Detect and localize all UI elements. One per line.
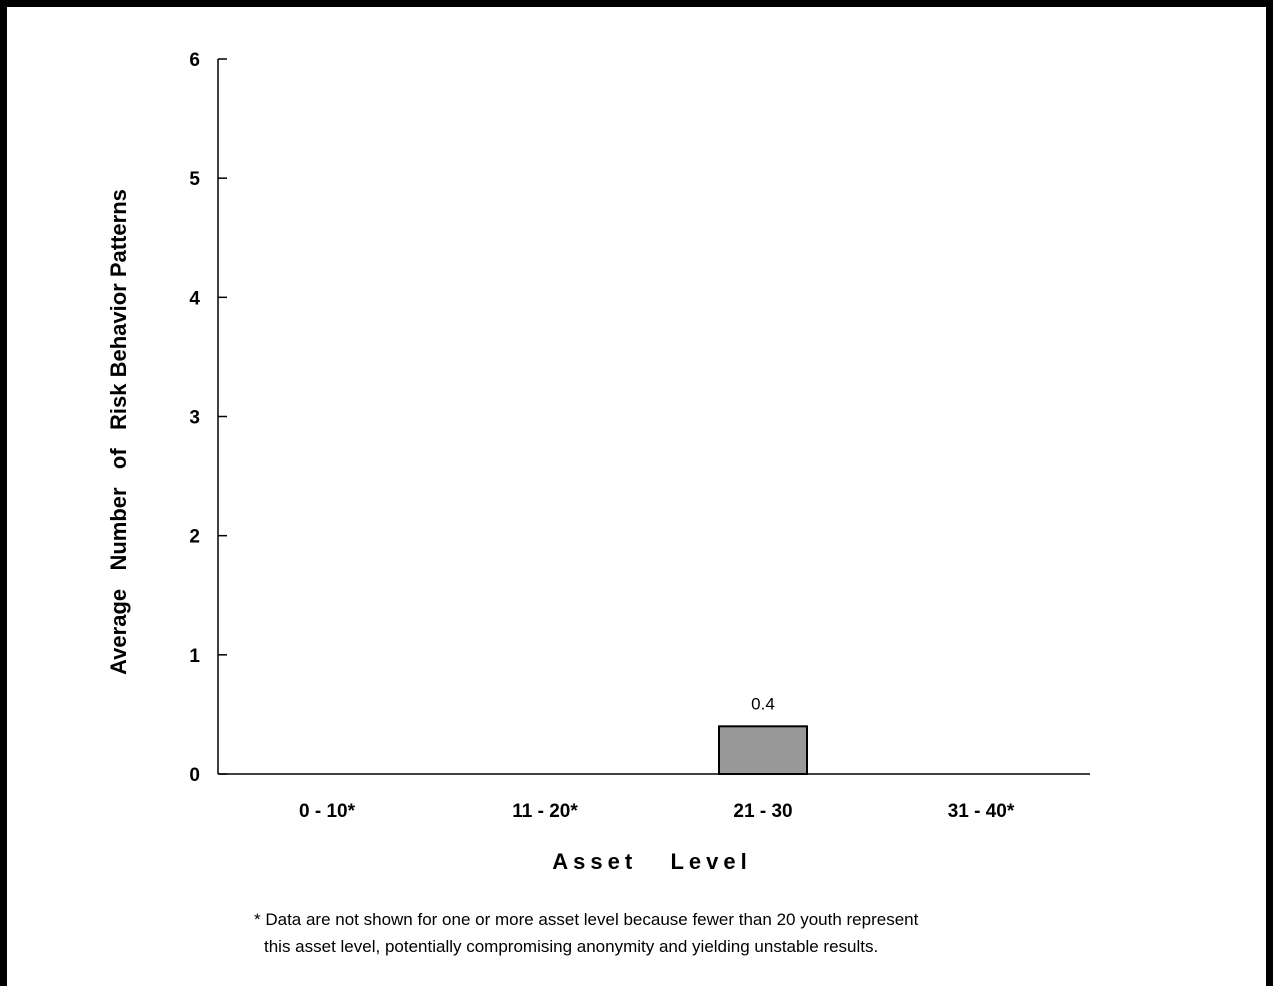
y-ticks: 0 1 2 3 4 5 6	[189, 50, 227, 786]
footnote: * Data are not shown for one or more ass…	[254, 906, 918, 960]
chart-axes	[217, 59, 1090, 775]
category-label: 0 - 10*	[299, 801, 356, 822]
category-labels: 0 - 10* 11 - 20* 21 - 30 31 - 40*	[299, 801, 1015, 822]
y-tick-label: 6	[189, 50, 200, 71]
y-tick-label: 4	[189, 288, 200, 309]
bar-data-label: 0.4	[751, 694, 775, 713]
bars: 0.4	[718, 694, 808, 775]
y-tick-label: 1	[189, 646, 200, 667]
frame-border-right	[1266, 0, 1273, 986]
frame-border-top	[0, 0, 1273, 7]
y-axis-title: Average Number of Risk Behavior Patterns	[106, 189, 131, 675]
x-axis-title: Asset Level	[552, 849, 752, 874]
category-label: 11 - 20*	[512, 801, 578, 822]
bar	[718, 725, 808, 775]
footnote-line-2: this asset level, potentially compromisi…	[264, 937, 879, 956]
y-tick-label: 5	[189, 169, 200, 190]
frame-border-left	[0, 0, 7, 986]
y-tick-label: 0	[189, 765, 200, 786]
category-label: 21 - 30	[733, 801, 792, 822]
y-tick-label: 2	[189, 527, 200, 548]
footnote-line-1: * Data are not shown for one or more ass…	[254, 910, 919, 929]
y-tick-label: 3	[189, 408, 200, 429]
category-label: 31 - 40*	[948, 801, 1015, 822]
